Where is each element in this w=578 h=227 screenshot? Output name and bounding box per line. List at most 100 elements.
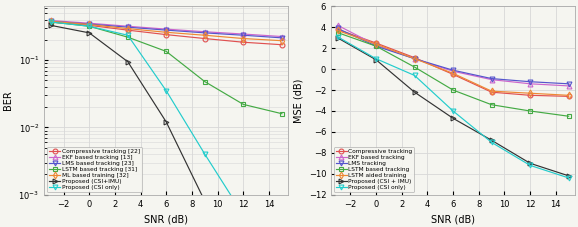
Proposed (CSI+IMU) [163, 121, 170, 123]
Line: EKF based tracking: EKF based tracking [335, 23, 571, 88]
Proposed (CSI+IMU) [47, 24, 54, 27]
LMS tracking [488, 77, 495, 80]
EKF based tracking [411, 57, 418, 60]
Proposed (CSI+IMU) [86, 32, 92, 34]
LSTM based tracking [565, 115, 572, 118]
ML based training [32] [124, 27, 131, 30]
EKF based tracking [13] [86, 22, 92, 25]
Line: Proposed (CSI + IMU): Proposed (CSI + IMU) [335, 35, 571, 178]
LSTM based tracking [450, 89, 457, 91]
Compressive tracking [22] [163, 33, 170, 36]
Compressive tracking [565, 95, 572, 98]
LSTM based tracking [31] [124, 36, 131, 39]
LMS tracking [373, 45, 380, 47]
LMS tracking [411, 57, 418, 60]
Proposed (CSI only) [86, 25, 92, 28]
Proposed (CSI + IMU) [488, 139, 495, 142]
ML based training [32] [279, 39, 286, 42]
LSTM based tracking [31] [47, 21, 54, 23]
Proposed (CSI only) [334, 35, 341, 38]
Proposed (CSI only) [450, 110, 457, 112]
Proposed (CSI + IMU) [527, 162, 533, 165]
LMS based tracking [23] [240, 34, 247, 37]
EKF based tracking [13] [279, 35, 286, 38]
Compressive tracking [22] [240, 41, 247, 44]
Proposed (CSI only) [201, 153, 208, 155]
Line: Compressive tracking [22]: Compressive tracking [22] [49, 20, 284, 47]
LSTM based tracking [31] [86, 25, 92, 28]
Proposed (CSI only) [163, 89, 170, 92]
Line: LSTM based tracking [31]: LSTM based tracking [31] [49, 20, 284, 116]
X-axis label: SNR (dB): SNR (dB) [144, 214, 188, 224]
Compressive tracking [22] [201, 37, 208, 40]
Compressive tracking [450, 73, 457, 76]
ML based training [32] [201, 34, 208, 37]
LSTM based tracking [31] [240, 103, 247, 106]
Line: Proposed (CSI only): Proposed (CSI only) [49, 20, 284, 227]
EKF based tracking [373, 44, 380, 47]
Line: LSTM based tracking: LSTM based tracking [335, 30, 571, 119]
LMS based tracking [23] [279, 37, 286, 39]
Compressive tracking [334, 28, 341, 31]
Line: Proposed (CSI only): Proposed (CSI only) [335, 34, 571, 180]
EKF based tracking [450, 70, 457, 73]
LSTM based tracking [411, 66, 418, 68]
LSTM aided training [411, 57, 418, 60]
LSTM aided training [565, 94, 572, 97]
Proposed (CSI+IMU) [201, 200, 208, 202]
EKF based tracking [565, 84, 572, 87]
Line: ML based training [32]: ML based training [32] [49, 19, 284, 43]
Proposed (CSI + IMU) [373, 58, 380, 61]
Proposed (CSI only) [488, 141, 495, 144]
Proposed (CSI only) [411, 74, 418, 77]
Legend: Compressive tracking [22], EKF based tracking [13], LMS based tracking [23], LST: Compressive tracking [22], EKF based tra… [47, 147, 142, 192]
Compressive tracking [488, 91, 495, 94]
Legend: Compressive tracking, EKF based tracking, LMS tracking, LSTM based tracking, LST: Compressive tracking, EKF based tracking… [334, 147, 414, 192]
Line: LMS tracking: LMS tracking [335, 26, 571, 86]
EKF based tracking [13] [47, 19, 54, 22]
Compressive tracking [411, 56, 418, 59]
Y-axis label: BER: BER [3, 91, 13, 110]
LMS based tracking [23] [47, 20, 54, 22]
Line: Compressive tracking: Compressive tracking [335, 27, 571, 99]
EKF based tracking [13] [163, 28, 170, 30]
Compressive tracking [22] [47, 21, 54, 23]
Proposed (CSI + IMU) [411, 91, 418, 94]
Line: LSTM aided training: LSTM aided training [335, 28, 571, 98]
Compressive tracking [22] [86, 24, 92, 27]
X-axis label: SNR (dB): SNR (dB) [431, 214, 475, 224]
Proposed (CSI only) [527, 164, 533, 167]
Proposed (CSI only) [565, 177, 572, 179]
Proposed (CSI only) [47, 21, 54, 23]
Proposed (CSI+IMU) [124, 60, 131, 63]
LSTM based tracking [31] [163, 50, 170, 53]
LSTM aided training [373, 43, 380, 45]
Proposed (CSI + IMU) [450, 117, 457, 120]
LSTM based tracking [31] [201, 80, 208, 83]
LSTM based tracking [334, 31, 341, 34]
LMS tracking [334, 27, 341, 30]
EKF based tracking [13] [240, 33, 247, 35]
LMS based tracking [23] [163, 29, 170, 32]
EKF based tracking [527, 82, 533, 85]
EKF based tracking [13] [201, 30, 208, 33]
Proposed (CSI only) [373, 57, 380, 60]
EKF based tracking [488, 78, 495, 81]
Compressive tracking [22] [279, 43, 286, 46]
EKF based tracking [13] [124, 25, 131, 28]
ML based training [32] [163, 31, 170, 34]
LSTM aided training [450, 72, 457, 75]
LMS based tracking [23] [86, 23, 92, 25]
Compressive tracking [373, 42, 380, 44]
LSTM based tracking [488, 103, 495, 106]
ML based training [32] [86, 23, 92, 26]
Proposed (CSI + IMU) [334, 36, 341, 39]
ML based training [32] [240, 37, 247, 40]
LMS based tracking [23] [201, 32, 208, 34]
LMS tracking [527, 80, 533, 83]
Proposed (CSI + IMU) [565, 175, 572, 177]
Compressive tracking [527, 94, 533, 97]
LSTM based tracking [527, 110, 533, 112]
LSTM based tracking [373, 45, 380, 47]
Line: EKF based tracking [13]: EKF based tracking [13] [49, 18, 284, 39]
